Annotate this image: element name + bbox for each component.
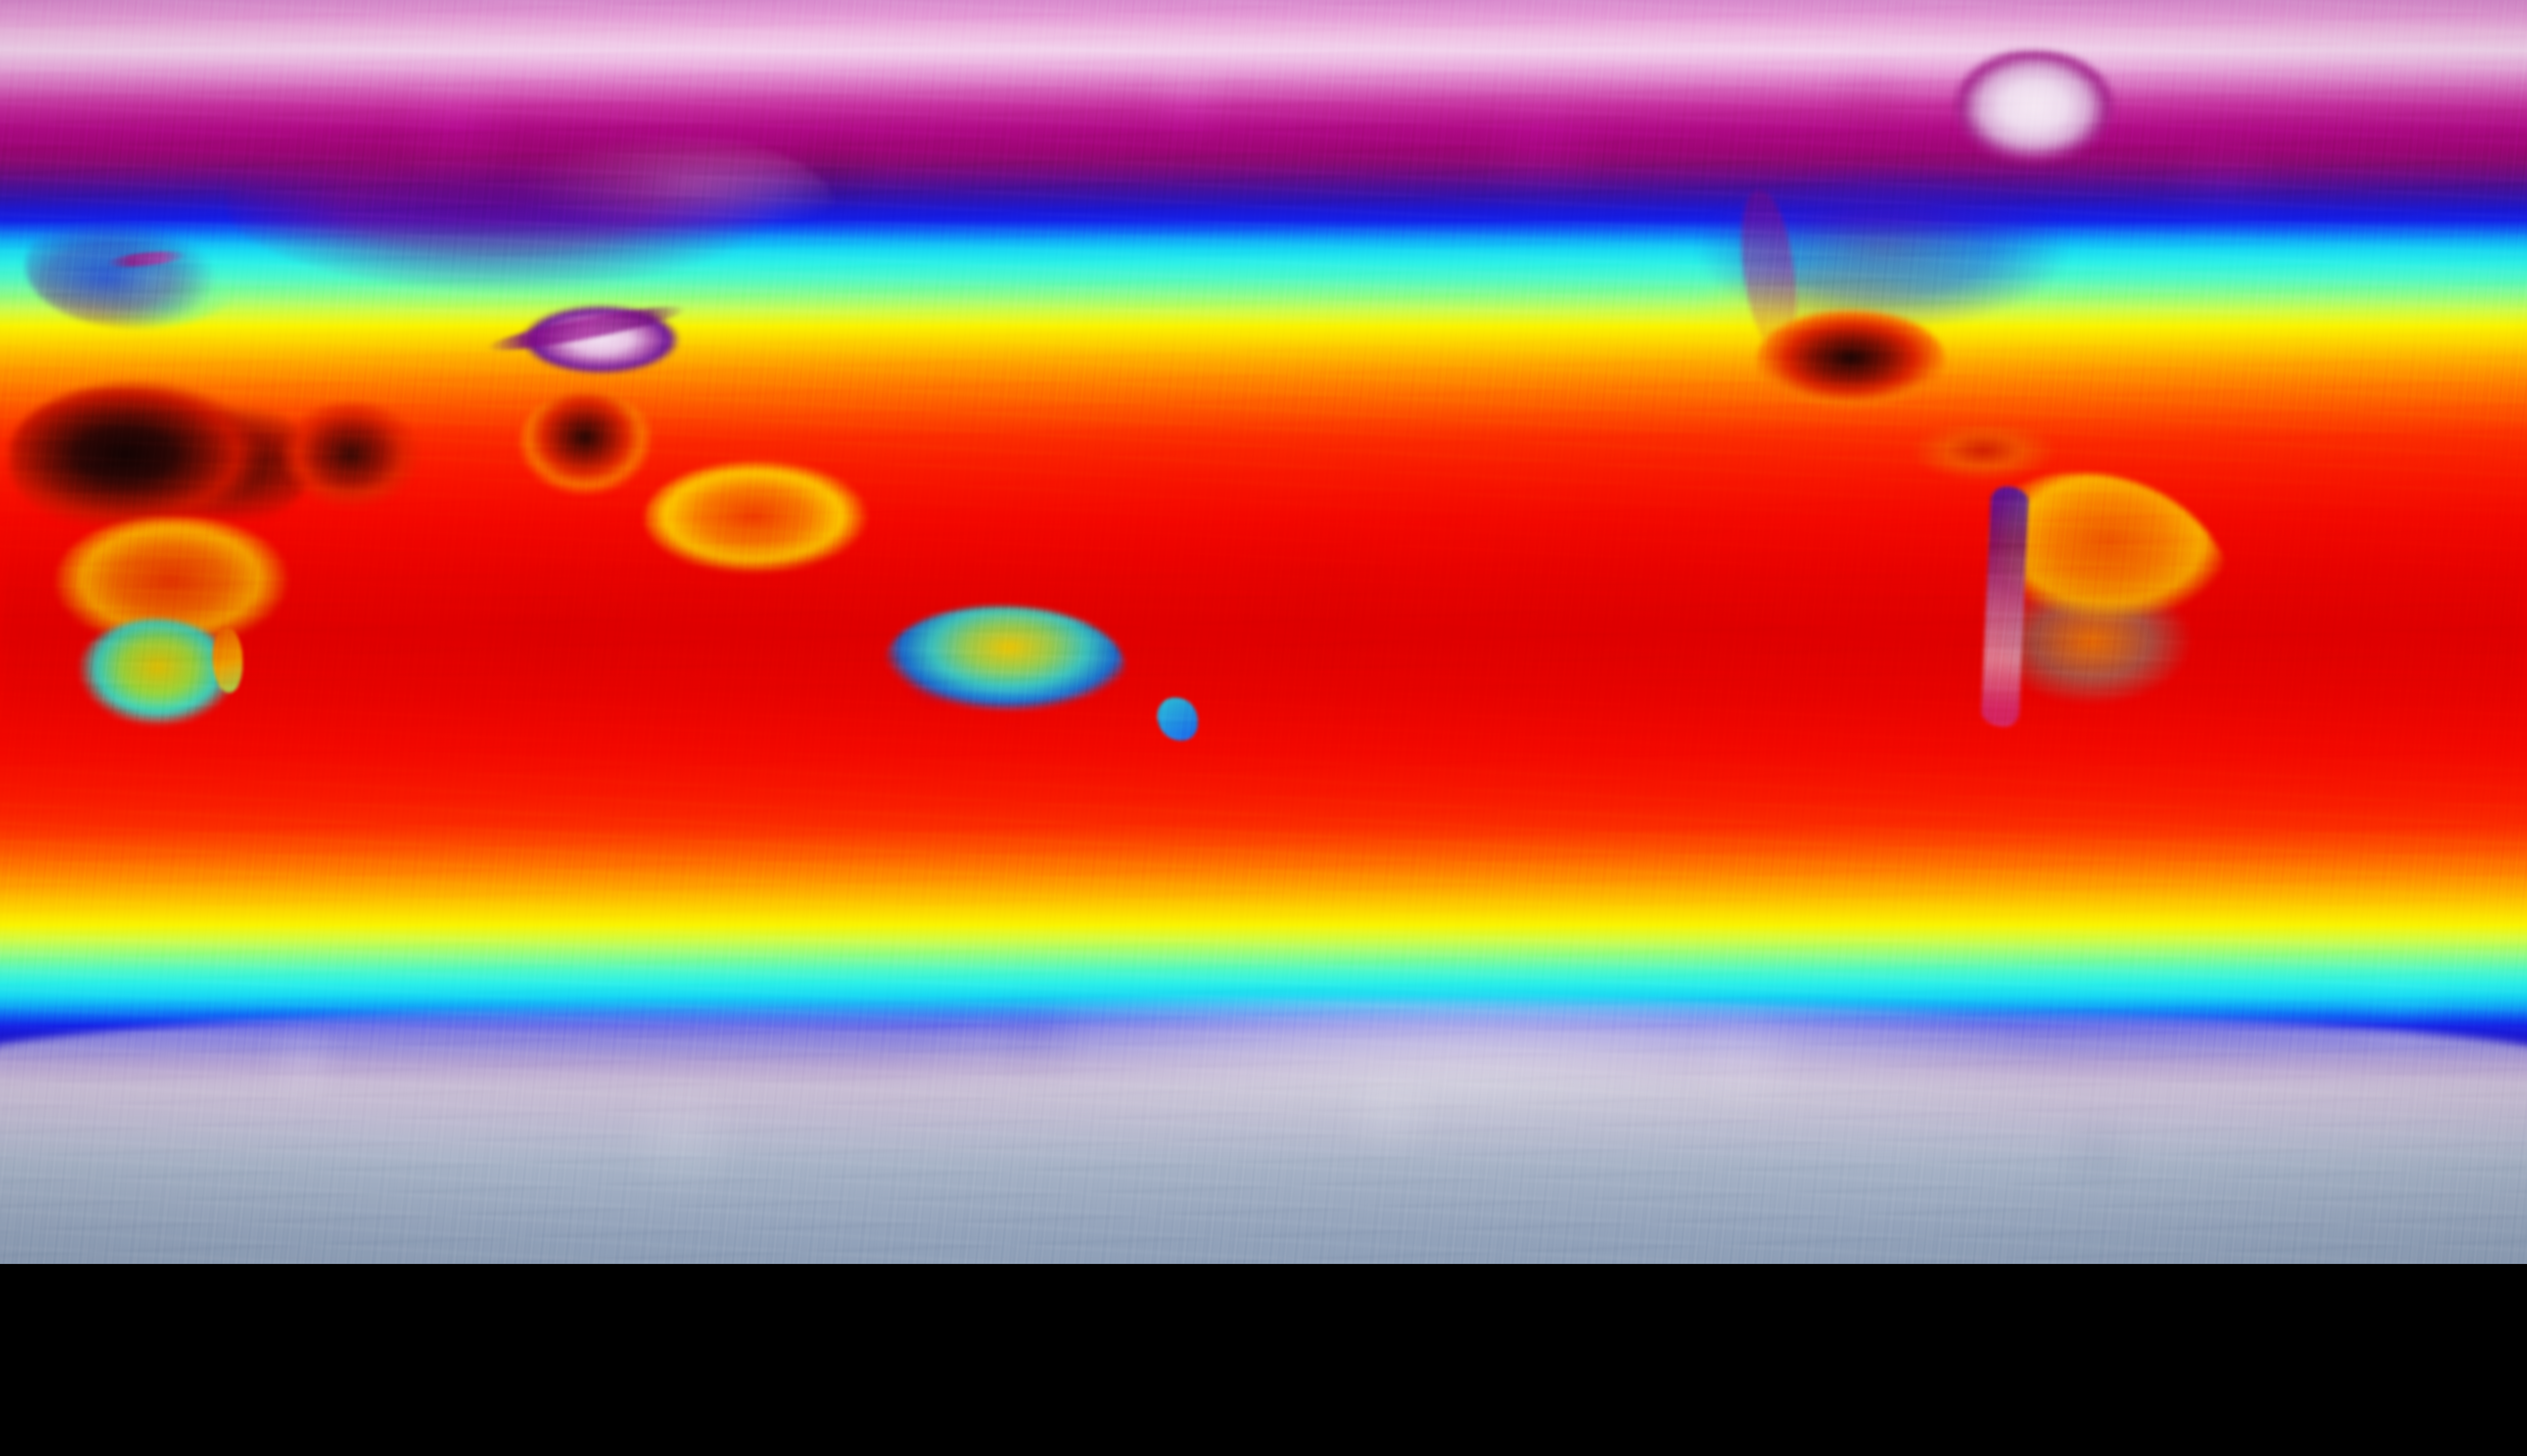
region-india	[518, 392, 657, 506]
region-southwestern-us	[1756, 309, 1946, 411]
region-tibetan-plateau	[520, 303, 687, 380]
region-southeast-asia	[644, 461, 872, 575]
meridional-temperature-modulation	[0, 0, 2527, 1264]
region-madagascar	[212, 627, 243, 693]
region-new-zealand	[1157, 697, 1198, 741]
region-north-america	[1667, 164, 2097, 354]
ocean-eddy-texture	[0, 0, 2527, 1264]
region-sub-saharan-africa	[55, 518, 296, 657]
atmospheric-turbulence-texture	[0, 0, 2527, 1264]
region-greenland	[1945, 51, 2123, 177]
region-sahara-desert	[10, 382, 313, 540]
continent-layer	[0, 51, 2527, 1264]
zonal-temperature-bands	[0, 0, 2527, 1264]
region-south-america	[1958, 474, 2236, 727]
region-antarctica	[0, 998, 2527, 1264]
global-temperature-map[interactable]	[0, 0, 2527, 1264]
global-vignette	[0, 0, 2527, 1264]
region-southern-africa	[75, 619, 240, 739]
viewport-fit	[0, 0, 2527, 1264]
region-europe	[25, 202, 253, 329]
itcz-convective-band	[0, 0, 2527, 1264]
region-arabian-peninsula	[277, 402, 430, 516]
region-andes	[1981, 486, 2030, 728]
jet-stream-filaments	[0, 0, 2527, 1264]
region-himalaya	[485, 299, 688, 358]
region-alps	[106, 248, 188, 270]
region-northern-eurasia	[227, 114, 834, 291]
region-australia	[884, 606, 1125, 727]
region-rocky-mountains	[1735, 187, 1803, 356]
region-central-america	[1907, 417, 2060, 487]
